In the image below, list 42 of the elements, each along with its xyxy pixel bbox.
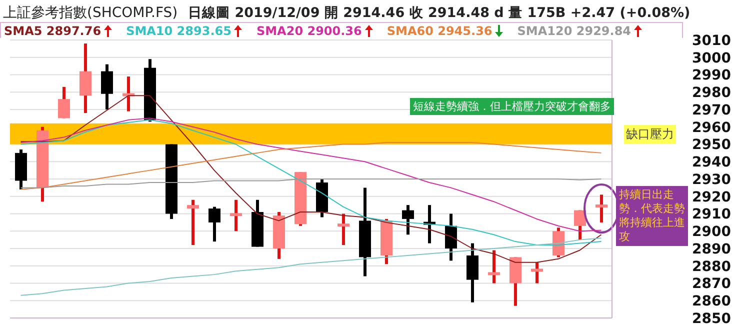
y-tick-label: 2910 (692, 206, 732, 223)
text: SMA20 2900.36 (256, 24, 363, 38)
candlestick (58, 86, 70, 118)
text: SMA10 2893.65 (126, 24, 232, 38)
candlestick (402, 205, 414, 235)
candlestick (596, 194, 608, 222)
y-tick-label: 2970 (692, 102, 732, 118)
y-tick-label: 2880 (692, 258, 732, 275)
y-tick-label: 3010 (692, 32, 732, 49)
candlestick (101, 64, 113, 110)
text: SMA5 2897.76 (4, 24, 102, 38)
y-tick-label: 2870 (692, 276, 732, 292)
band-label: 缺口壓力 (624, 124, 676, 144)
y-tick-label: 2900 (692, 224, 732, 240)
y-tick-label: 2860 (692, 294, 732, 310)
y-tick-label: 2920 (692, 189, 732, 206)
chart-title: 上証參考指數(SHCOMP.FS) (3, 4, 178, 22)
chart-subtitle: 日線圖 2019/12/09 開 2914.46 收 2914.48 d 量 175B +2.47 (+0.08%) (188, 4, 690, 22)
y-tick-label: 2890 (692, 241, 732, 258)
candlestick (574, 210, 586, 240)
y-tick-label: 2930 (692, 172, 732, 188)
text: SMA60 2945.36 (386, 24, 494, 38)
y-tick-label: 2980 (692, 85, 732, 102)
line-series (20, 178, 602, 188)
line-series (20, 238, 602, 296)
y-tick-label: 2850 (692, 310, 732, 327)
line-series (20, 142, 602, 190)
y-tick-label: 2990 (692, 68, 732, 84)
text: 持續日出走勢．代表走勢將持續往上進攻 (616, 186, 688, 246)
candlestick (208, 206, 220, 242)
y-tick-label: 2950 (692, 137, 732, 154)
y-tick-label: 2960 (692, 120, 732, 136)
candlestick (338, 214, 350, 246)
candlestick (187, 200, 199, 246)
text: SMA120 2929.84 (517, 24, 632, 38)
candlestick (488, 250, 500, 284)
y-tick-label: 3000 (692, 50, 732, 66)
candlestick (531, 262, 543, 284)
y-tick-label: 2940 (692, 154, 732, 171)
candlestick (445, 214, 457, 261)
candlestick (230, 200, 242, 232)
annotation: 短線走勢續強．但上檔壓力突破才會翻多 (410, 98, 614, 115)
